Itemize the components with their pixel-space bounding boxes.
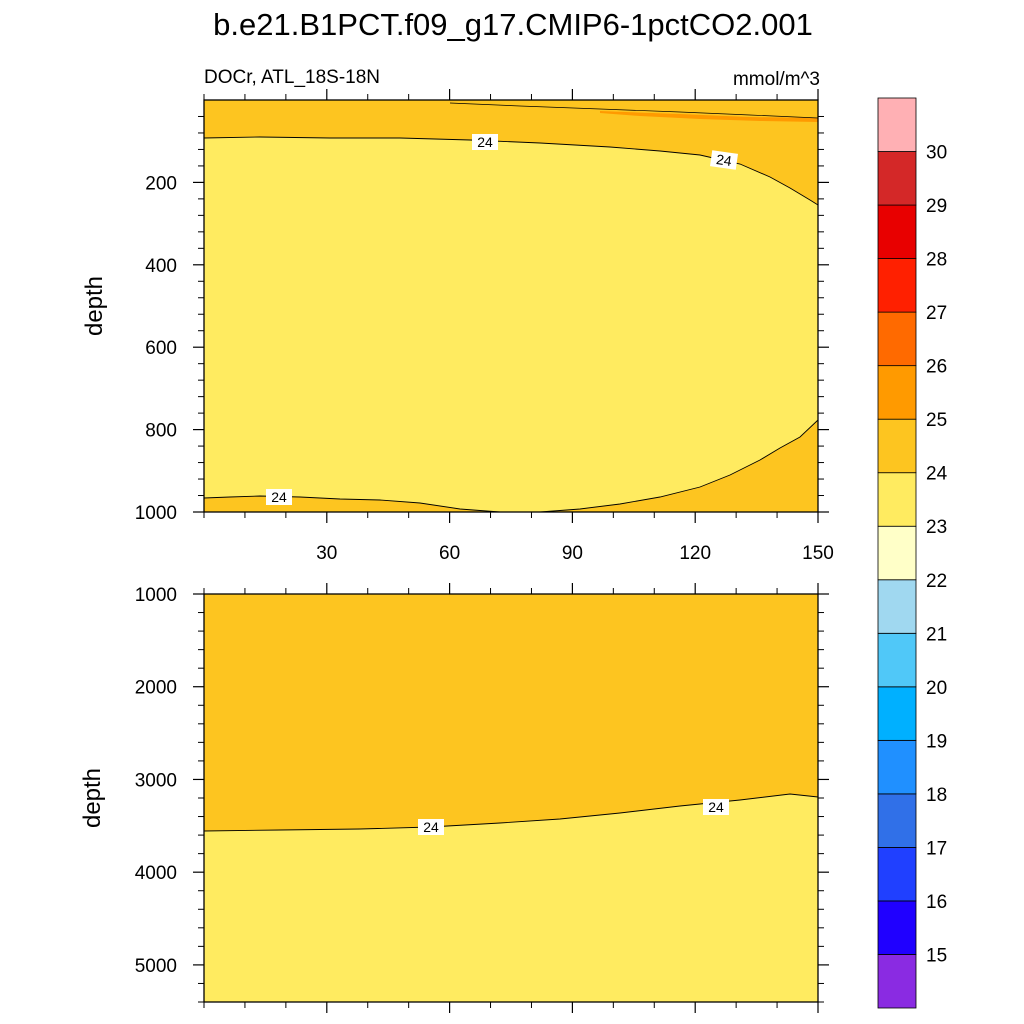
units-string: mmol/m^3 [733, 69, 820, 90]
upper-y-tick-label: 1000 [135, 503, 177, 524]
upper-contour-label: 24 [472, 134, 498, 150]
upper-contour-label-text: 24 [477, 134, 493, 150]
lower-y-tick-label: 1000 [135, 585, 177, 606]
upper-fill-23-24 [204, 137, 818, 512]
colorbar-swatch [877, 204, 917, 259]
upper-contour-label: 24 [266, 489, 292, 505]
colorbar-label: 19 [926, 731, 947, 752]
upper-contour-25 [449, 102, 819, 119]
upper-y-tick-labels: 200 400 600 800 1000 [135, 173, 177, 524]
colorbar-swatch [877, 258, 917, 313]
colorbar-label: 20 [926, 678, 947, 699]
lower-contour-label-text: 24 [423, 819, 439, 835]
colorbar-swatch [877, 579, 917, 634]
lower-y-tick-labels: 1000 2000 3000 4000 5000 [135, 585, 177, 977]
lower-y-tick-label: 4000 [135, 863, 177, 884]
upper-tick-marks [193, 89, 829, 523]
upper-y-axis-label: depth [81, 276, 108, 336]
colorbar-swatch [877, 847, 917, 902]
upper-panel: 24 24 24 depth 30 60 90 120 150 200 400 600 800… [81, 89, 834, 564]
upper-plot-frame [203, 99, 819, 513]
colorbar-swatch [877, 954, 917, 1009]
upper-x-tick-label: 30 [316, 543, 337, 564]
colorbar-label: 30 [926, 143, 947, 164]
figure-title: b.e21.B1PCT.f09_g17.CMIP6-1pctCO2.001 [213, 7, 813, 42]
colorbar-swatch [877, 900, 917, 955]
upper-x-tick-label: 150 [802, 543, 834, 564]
lower-fill-23-24 [204, 794, 818, 1002]
lower-y-tick-label: 2000 [135, 678, 177, 699]
colorbar-label: 28 [926, 250, 947, 271]
lower-contour-label-text: 24 [708, 799, 724, 815]
colorbar-swatch [877, 418, 917, 474]
colorbar-label: 16 [926, 892, 947, 913]
colorbar-swatch [877, 311, 917, 367]
lower-y-axis-label: depth [79, 768, 106, 828]
lower-contour-label: 24 [703, 799, 729, 815]
colorbar-swatch [877, 151, 917, 206]
colorbar-swatch [877, 632, 917, 688]
upper-contour-24-top [203, 136, 819, 206]
upper-fill-25-26 [600, 111, 818, 122]
upper-contour-label: 24 [710, 150, 738, 170]
colorbar-swatch [877, 793, 917, 848]
colorbar-label: 24 [926, 464, 948, 485]
colorbar-swatch [877, 472, 917, 527]
upper-x-tick-label: 120 [679, 543, 711, 564]
colorbar-label: 21 [926, 624, 947, 645]
colorbar-label: 26 [926, 357, 947, 378]
upper-contour-label-text: 24 [715, 151, 733, 169]
colorbar-swatch [877, 525, 917, 581]
lower-y-tick-label: 5000 [135, 956, 177, 977]
colorbar-label: 27 [926, 303, 947, 324]
lower-tick-marks [193, 583, 829, 1013]
colorbar-swatch [877, 97, 917, 152]
colorbar-swatch [877, 739, 917, 795]
upper-y-tick-label: 200 [145, 173, 177, 194]
lower-y-tick-label: 3000 [135, 770, 177, 791]
left-string: DOCr, ATL_18S-18N [204, 67, 380, 88]
lower-panel: 24 24 depth 1000 2000 3000 4000 5000 [79, 583, 829, 1013]
colorbar-label: 17 [926, 838, 947, 859]
colorbar-label: 22 [926, 571, 947, 592]
lower-contour-label: 24 [418, 819, 444, 835]
upper-x-tick-label: 60 [439, 543, 460, 564]
colorbar-label: 23 [926, 517, 947, 538]
upper-x-tick-label: 90 [562, 543, 583, 564]
upper-y-tick-label: 400 [145, 256, 177, 277]
colorbar-swatch [877, 365, 917, 420]
colorbar-swatch [877, 686, 917, 741]
colorbar-label: 15 [926, 945, 947, 966]
lower-contour-24 [203, 793, 819, 832]
colorbar: 15 16 17 18 19 20 21 22 23 24 25 26 27 28 29 30 [877, 97, 948, 1009]
colorbar-label: 25 [926, 410, 947, 431]
upper-y-tick-label: 800 [145, 421, 177, 442]
upper-y-tick-label: 600 [145, 338, 177, 359]
colorbar-label: 18 [926, 785, 947, 806]
colorbar-label: 29 [926, 196, 947, 217]
upper-contour-label-text: 24 [271, 489, 287, 505]
upper-x-tick-labels: 30 60 90 120 150 [316, 543, 834, 564]
